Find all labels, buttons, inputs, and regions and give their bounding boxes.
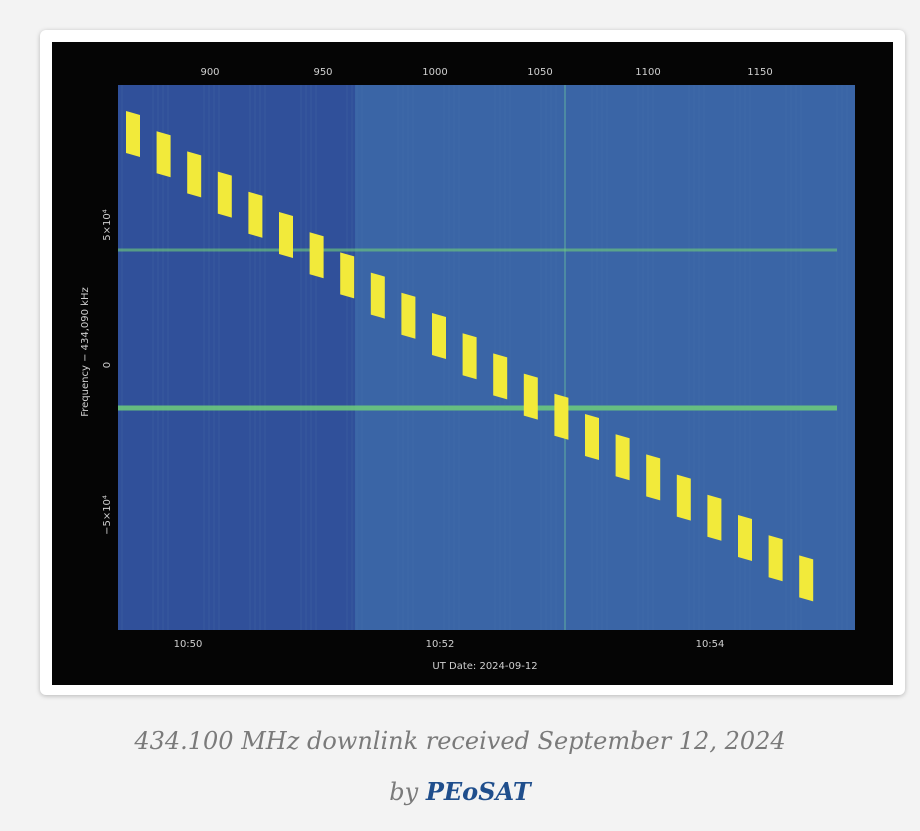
left-tick-label: 0 [102, 362, 113, 368]
signal-burst [493, 353, 508, 400]
caption-by: by [389, 778, 419, 806]
signal-burst [554, 393, 569, 440]
caption-line: 434.100 MHz downlink received September … [134, 727, 786, 755]
left-axis-label: Frequency − 434,090 kHz [80, 287, 91, 417]
signal-burst [248, 191, 263, 238]
signal-burst [462, 333, 477, 380]
image-card: 900 950 1000 1050 1100 1150 5×10⁴ 0 −5×10⁴ Freque… [40, 30, 905, 695]
signal-burst [799, 555, 814, 602]
signal-burst [401, 292, 416, 339]
plot-area-dark [118, 85, 355, 630]
left-tick-label: 5×10⁴ [102, 209, 113, 240]
signal-burst [187, 151, 202, 198]
spectrogram-image: 900 950 1000 1050 1100 1150 5×10⁴ 0 −5×10⁴ Freque… [52, 42, 893, 685]
signal-burst [738, 515, 752, 561]
bottom-tick-label: 10:54 [696, 639, 725, 650]
signal-burst [217, 171, 232, 218]
signal-burst [585, 414, 599, 460]
signal-burst [126, 111, 140, 157]
signal-burst [156, 131, 171, 178]
top-tick-label: 1100 [635, 67, 660, 78]
left-tick-label: −5×10⁴ [102, 495, 113, 535]
signal-burst [707, 494, 722, 541]
top-tick-label: 950 [313, 67, 332, 78]
signal-burst [768, 535, 783, 582]
signal-burst [432, 313, 446, 359]
axes: 900 950 1000 1050 1100 1150 5×10⁴ 0 −5×10⁴ Freque… [80, 67, 773, 672]
bottom-tick-label: 10:52 [426, 639, 455, 650]
credit-link[interactable]: PEoSAT [425, 777, 531, 806]
signal-burst [370, 272, 385, 319]
signal-traces [118, 85, 848, 630]
signal-burst [309, 232, 324, 279]
top-tick-label: 1050 [527, 67, 552, 78]
top-tick-label: 1150 [747, 67, 772, 78]
bottom-tick-label: 10:50 [174, 639, 203, 650]
top-tick-label: 1000 [422, 67, 447, 78]
signal-burst [615, 434, 630, 481]
caption-credit: by PEoSAT [0, 777, 920, 806]
signal-burst [676, 474, 691, 521]
signal-burst [279, 212, 293, 258]
bottom-axis-label: UT Date: 2024-09-12 [432, 661, 537, 672]
top-tick-label: 900 [200, 67, 219, 78]
signal-burst [523, 373, 538, 420]
signal-burst [646, 454, 661, 501]
signal-burst [340, 252, 355, 299]
